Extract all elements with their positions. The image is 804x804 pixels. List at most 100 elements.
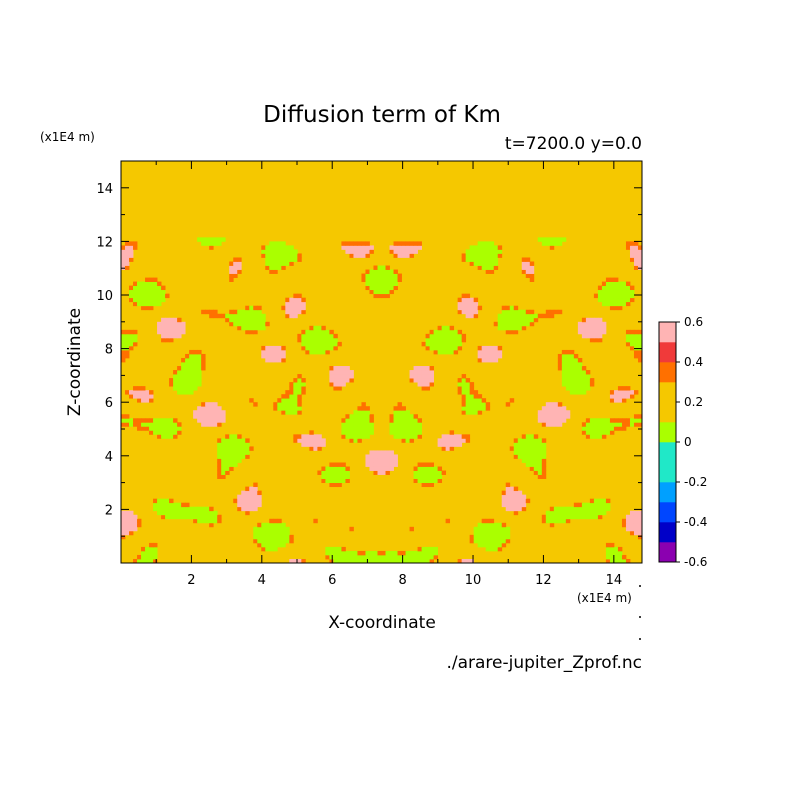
heatmap-cell bbox=[505, 329, 511, 335]
heatmap-cell bbox=[265, 530, 270, 536]
heatmap-cell bbox=[417, 430, 422, 435]
heatmap-cell bbox=[369, 558, 374, 563]
heatmap-cell bbox=[485, 261, 491, 266]
heatmap-cell bbox=[385, 277, 390, 282]
heatmap-cell bbox=[461, 390, 467, 395]
heatmap-cell bbox=[445, 337, 451, 343]
heatmap-cell bbox=[433, 470, 439, 475]
heatmap-cell bbox=[341, 434, 346, 439]
heatmap-cell bbox=[497, 353, 503, 359]
heatmap-cell bbox=[269, 522, 274, 528]
heatmap-cell bbox=[201, 414, 206, 419]
heatmap-cell bbox=[337, 478, 342, 483]
heatmap-cell bbox=[469, 406, 475, 411]
heatmap-cell bbox=[133, 285, 138, 291]
heatmap-cell bbox=[597, 321, 603, 327]
heatmap-cell bbox=[301, 345, 306, 351]
heatmap-cell bbox=[409, 374, 414, 379]
heatmap-cell bbox=[425, 366, 430, 371]
heatmap-cell bbox=[621, 422, 627, 427]
heatmap-cell bbox=[333, 462, 338, 467]
heatmap-cell bbox=[309, 333, 314, 339]
heatmap-cell bbox=[137, 386, 142, 391]
heatmap-cell bbox=[525, 265, 531, 270]
heatmap-cell bbox=[429, 550, 434, 556]
heatmap-cell bbox=[381, 470, 386, 475]
heatmap-cell bbox=[297, 386, 302, 391]
heatmap-cell bbox=[213, 237, 218, 242]
heatmap-cell bbox=[617, 293, 623, 299]
heatmap-cell bbox=[237, 506, 242, 512]
heatmap-cell bbox=[285, 261, 290, 266]
heatmap-cell bbox=[385, 269, 390, 274]
heatmap-cell bbox=[473, 402, 479, 407]
heatmap-cell bbox=[429, 554, 434, 560]
heatmap-cell bbox=[125, 329, 130, 335]
heatmap-cell bbox=[317, 434, 322, 439]
heatmap-cell bbox=[361, 253, 366, 258]
heatmap-cell bbox=[465, 382, 471, 387]
heatmap-cell bbox=[357, 249, 362, 254]
heatmap-cell bbox=[569, 349, 575, 355]
heatmap-cell bbox=[397, 558, 402, 563]
heatmap-cell bbox=[137, 418, 142, 423]
heatmap-cell bbox=[129, 337, 134, 343]
heatmap-cell bbox=[421, 382, 426, 387]
heatmap-cell bbox=[501, 530, 507, 536]
heatmap-cell bbox=[169, 434, 174, 439]
heatmap-cell bbox=[385, 554, 390, 560]
heatmap-cell bbox=[269, 245, 274, 250]
heatmap-cell bbox=[409, 418, 414, 423]
heatmap-cell bbox=[345, 470, 350, 475]
heatmap-cell bbox=[197, 506, 202, 512]
heatmap-cell bbox=[213, 510, 218, 516]
heatmap-cell bbox=[173, 502, 178, 508]
heatmap-cell bbox=[549, 313, 555, 319]
heatmap-cell bbox=[249, 502, 254, 508]
heatmap-cell bbox=[121, 526, 126, 532]
heatmap-cell bbox=[225, 470, 230, 475]
heatmap-cell bbox=[433, 546, 439, 552]
heatmap-cell bbox=[309, 341, 314, 347]
heatmap-cell bbox=[465, 305, 471, 311]
heatmap-cell bbox=[173, 317, 178, 323]
heatmap-cell bbox=[625, 289, 631, 295]
heatmap-cell bbox=[393, 454, 398, 459]
heatmap-cell bbox=[373, 450, 378, 455]
heatmap-cell bbox=[281, 253, 286, 258]
heatmap-cell bbox=[197, 510, 202, 516]
heatmap-cell bbox=[381, 289, 386, 295]
heatmap-cell bbox=[277, 253, 282, 258]
heatmap-cell bbox=[505, 534, 511, 540]
heatmap-cell bbox=[389, 289, 394, 295]
heatmap-cell bbox=[181, 502, 186, 508]
heatmap-cell bbox=[477, 245, 483, 250]
heatmap-cell bbox=[637, 422, 642, 427]
heatmap-cell bbox=[433, 337, 439, 343]
heatmap-cell bbox=[129, 241, 134, 246]
heatmap-cell bbox=[525, 434, 531, 439]
heatmap-cell bbox=[153, 558, 158, 563]
heatmap-cell bbox=[565, 378, 571, 383]
heatmap-cell bbox=[469, 534, 475, 540]
heatmap-cell bbox=[261, 325, 266, 331]
heatmap-cell bbox=[365, 454, 370, 459]
heatmap-cell bbox=[397, 426, 402, 431]
heatmap-cell bbox=[529, 462, 535, 467]
heatmap-cell bbox=[193, 382, 198, 387]
heatmap-cell bbox=[565, 506, 571, 512]
heatmap-cell bbox=[189, 374, 194, 379]
heatmap-cell bbox=[141, 293, 146, 299]
heatmap-cell bbox=[145, 546, 150, 552]
heatmap-cell bbox=[557, 241, 563, 246]
heatmap-cell bbox=[365, 414, 370, 419]
heatmap-cell bbox=[541, 446, 547, 451]
heatmap-cell bbox=[245, 321, 250, 327]
heatmap-cell bbox=[497, 245, 503, 250]
heatmap-cell bbox=[369, 426, 374, 431]
heatmap-cell bbox=[149, 285, 154, 291]
heatmap-cell bbox=[153, 550, 158, 556]
heatmap-cell bbox=[437, 470, 443, 475]
heatmap-cell bbox=[589, 502, 595, 508]
